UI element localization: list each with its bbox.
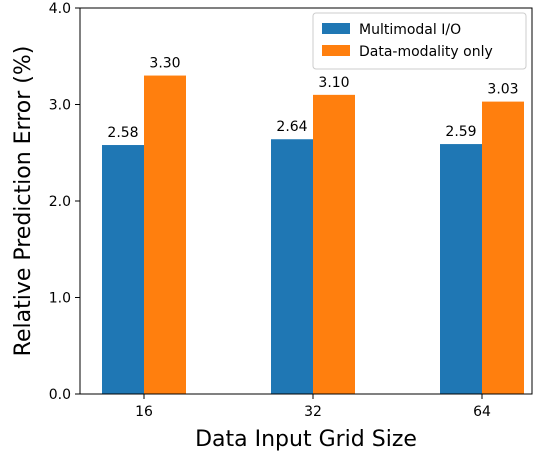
y-axis-label: Relative Prediction Error (%) [11, 46, 36, 357]
bar [482, 101, 524, 394]
legend-box [312, 12, 527, 70]
bar [440, 144, 482, 394]
data-label: 2.64 [276, 119, 307, 135]
y-tick-label: 1.0 [49, 291, 71, 307]
bar [102, 145, 144, 394]
bar [144, 75, 186, 395]
x-tick-label: 32 [304, 404, 322, 420]
x-tick-label: 16 [135, 404, 153, 420]
data-label: 2.59 [445, 124, 476, 140]
data-label: 3.10 [318, 75, 349, 91]
legend-swatch [322, 45, 350, 56]
data-label: 3.30 [149, 56, 180, 72]
data-label: 2.58 [107, 125, 138, 141]
y-tick-label: 0.0 [49, 387, 71, 403]
legend: Multimodal I/O Data-modality only [312, 12, 527, 70]
y-tick-label: 2.0 [49, 194, 71, 210]
x-axis-label: Data Input Grid Size [195, 427, 417, 452]
y-tick-label: 4.0 [49, 1, 71, 17]
legend-swatch [322, 23, 350, 34]
legend-label: Multimodal I/O [359, 22, 461, 38]
bar [271, 139, 313, 394]
x-tick-label: 64 [473, 404, 491, 420]
bar [313, 94, 355, 394]
data-label: 3.03 [487, 82, 518, 98]
legend-label: Data-modality only [359, 44, 493, 60]
y-tick-label: 3.0 [49, 98, 71, 114]
